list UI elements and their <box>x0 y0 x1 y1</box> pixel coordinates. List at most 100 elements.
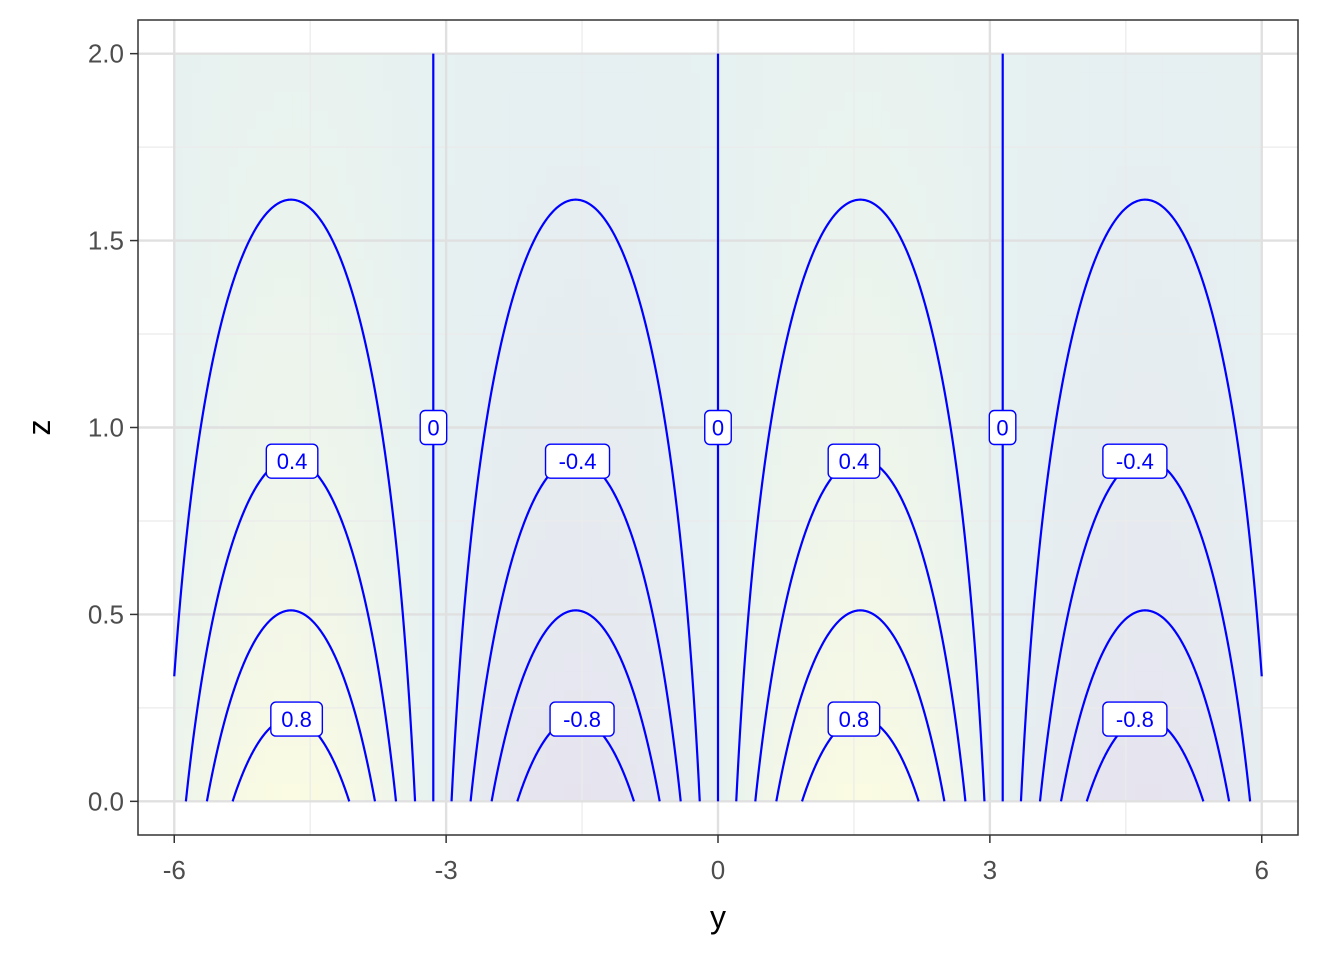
fill-cell <box>409 595 420 616</box>
fill-cell <box>292 763 302 784</box>
fill-cell <box>881 745 891 765</box>
fill-cell <box>391 203 402 223</box>
fill-cell <box>527 520 538 541</box>
fill-cell <box>763 520 773 541</box>
fill-cell <box>1207 558 1218 578</box>
fill-cell <box>228 184 239 204</box>
fill-cell <box>273 91 284 111</box>
fill-cell <box>1180 446 1190 466</box>
fill-cell <box>1225 277 1236 298</box>
fill-cell <box>881 184 891 204</box>
fill-cell <box>799 259 810 279</box>
fill-cell <box>192 427 203 447</box>
fill-cell <box>527 109 538 130</box>
fill-cell <box>255 464 266 485</box>
fill-cell <box>935 651 946 672</box>
fill-cell <box>292 539 302 559</box>
fill-cell <box>826 520 837 541</box>
fill-cell <box>301 595 311 616</box>
fill-cell <box>464 782 474 802</box>
fill-cell <box>600 165 610 186</box>
fill-cell <box>464 745 474 765</box>
fill-cell <box>1225 371 1236 391</box>
fill-cell <box>609 427 619 447</box>
fill-cell <box>373 184 384 204</box>
fill-cell <box>201 763 212 784</box>
fill-cell <box>1125 296 1136 316</box>
fill-cell <box>853 745 864 765</box>
fill-cell <box>346 315 357 335</box>
fill-cell <box>1071 633 1082 653</box>
fill-cell <box>1080 520 1091 541</box>
fill-cell <box>763 782 773 802</box>
fill-cell <box>699 558 710 578</box>
fill-cell <box>835 147 846 167</box>
fill-cell <box>962 446 973 466</box>
fill-cell <box>591 614 601 634</box>
fill-cell <box>718 520 728 541</box>
fill-cell <box>654 745 665 765</box>
fill-cell <box>609 203 619 223</box>
fill-cell <box>1071 520 1082 541</box>
fill-cell <box>708 352 719 373</box>
fill-cell <box>1180 147 1190 167</box>
fill-cell <box>310 53 320 73</box>
fill-cell <box>518 390 529 410</box>
fill-cell <box>391 446 402 466</box>
fill-cell <box>944 502 955 522</box>
fill-cell <box>1062 371 1073 391</box>
fill-cell <box>1125 334 1136 354</box>
fill-cell <box>672 782 683 802</box>
fill-cell <box>1062 315 1073 335</box>
fill-cell <box>808 352 819 373</box>
fill-cell <box>382 72 393 92</box>
fill-cell <box>346 614 357 634</box>
fill-cell <box>844 427 855 447</box>
fill-cell <box>446 184 456 204</box>
fill-cell <box>799 109 810 130</box>
fill-cell <box>835 539 846 559</box>
fill-cell <box>926 390 937 410</box>
fill-cell <box>636 165 647 186</box>
fill-cell <box>591 53 601 73</box>
fill-cell <box>781 371 792 391</box>
fill-cell <box>264 203 275 223</box>
fill-cell <box>1008 464 1018 485</box>
fill-cell <box>708 651 719 672</box>
fill-cell <box>464 315 474 335</box>
fill-cell <box>989 726 1000 746</box>
fill-cell <box>310 334 320 354</box>
fill-cell <box>400 483 411 503</box>
fill-cell <box>799 651 810 672</box>
fill-cell <box>1017 221 1027 242</box>
fill-cell <box>1171 633 1181 653</box>
fill-cell <box>736 651 746 672</box>
fill-cell <box>1252 109 1263 130</box>
fill-cell <box>1216 427 1227 447</box>
fill-cell <box>446 651 456 672</box>
fill-cell <box>790 595 801 616</box>
fill-cell <box>826 539 837 559</box>
fill-cell <box>509 595 520 616</box>
fill-cell <box>600 614 610 634</box>
fill-cell <box>763 614 773 634</box>
fill-cell <box>1089 240 1100 260</box>
fill-cell <box>980 577 991 597</box>
fill-cell <box>1153 296 1163 316</box>
fill-cell <box>971 165 982 186</box>
fill-cell <box>763 240 773 260</box>
fill-cell <box>237 371 248 391</box>
fill-cell <box>1125 745 1136 765</box>
fill-cell <box>681 745 692 765</box>
fill-cell <box>989 203 1000 223</box>
fill-cell <box>409 502 420 522</box>
fill-cell <box>464 184 474 204</box>
fill-cell <box>1098 109 1109 130</box>
fill-cell <box>1044 352 1054 373</box>
fill-cell <box>863 277 873 298</box>
fill-cell <box>853 91 864 111</box>
fill-cell <box>1171 614 1181 634</box>
fill-cell <box>917 315 928 335</box>
fill-cell <box>1080 633 1091 653</box>
fill-cell <box>391 726 402 746</box>
